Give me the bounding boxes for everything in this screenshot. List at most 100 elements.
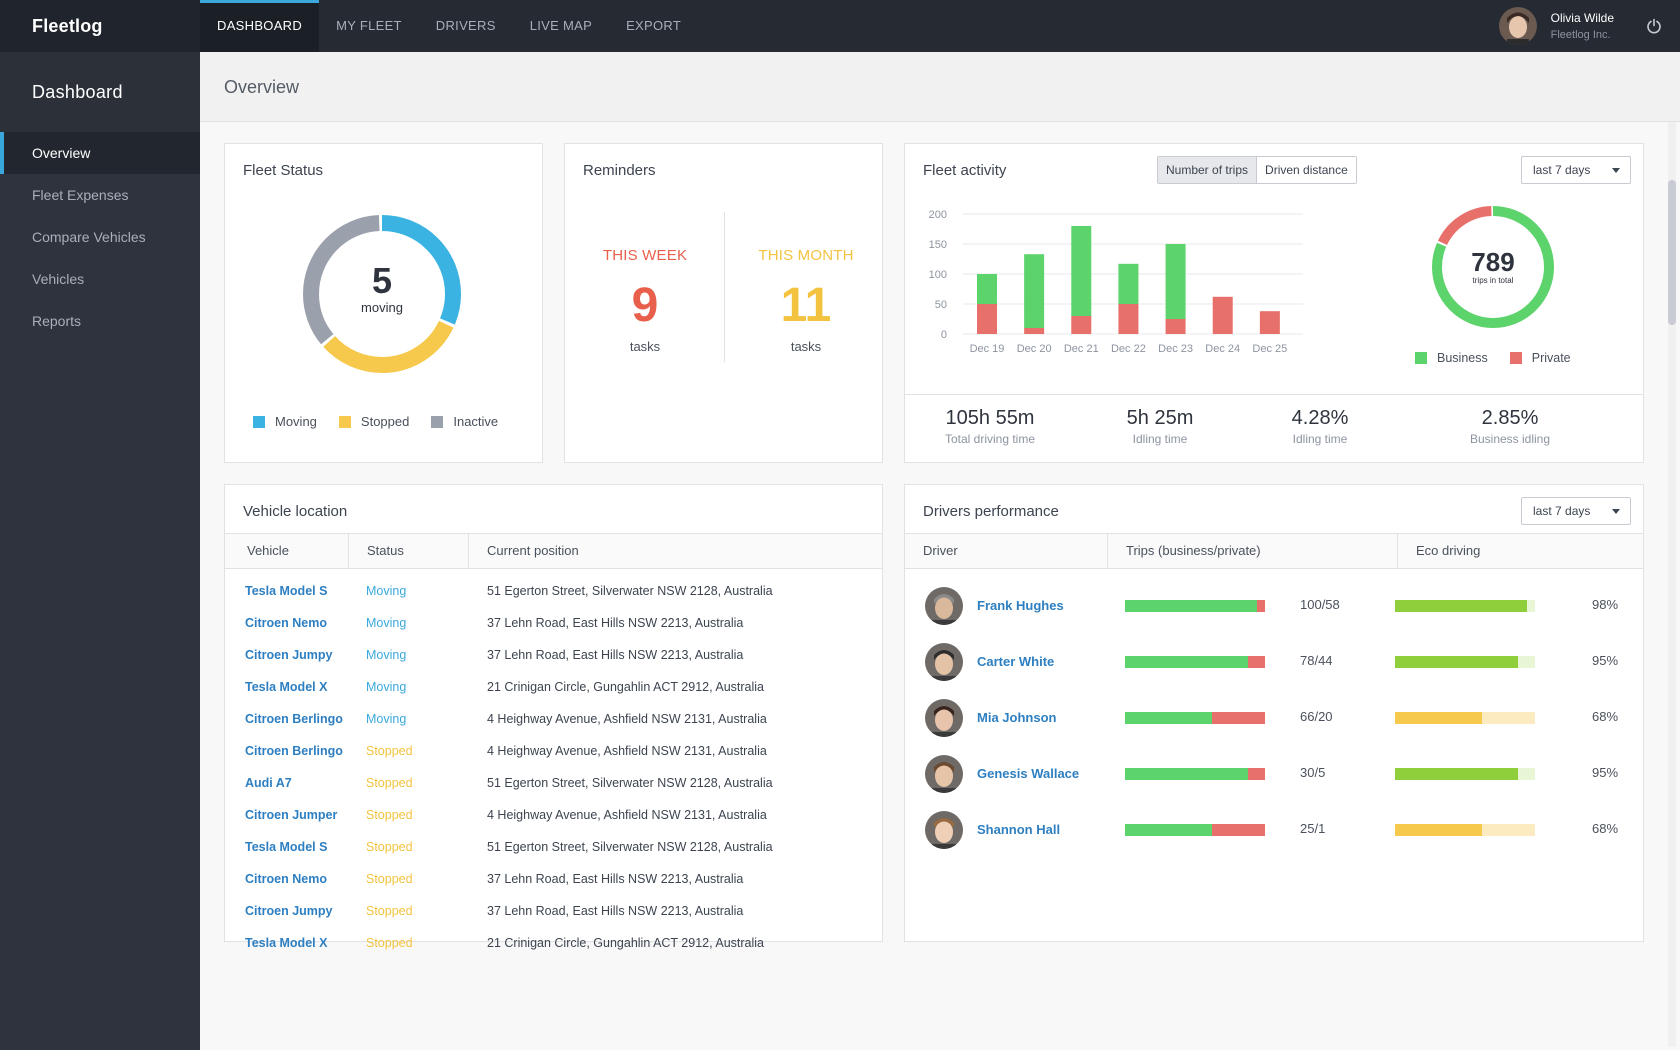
vehicle-position: 21 Crinigan Circle, Gungahlin ACT 2912, … <box>487 936 765 950</box>
user-avatar[interactable] <box>1498 7 1537 45</box>
sidebar-item-vehicles[interactable]: Vehicles <box>32 271 85 287</box>
vehicle-name-link[interactable]: Citroen Jumpy <box>245 648 333 662</box>
sidebar-item-reports[interactable]: Reports <box>32 313 82 329</box>
col-trips[interactable]: Trips (business/private) <box>1107 534 1397 568</box>
moving-count: 5 <box>371 260 393 301</box>
driver-avatar <box>925 587 963 625</box>
table-row[interactable]: Tesla Model X Moving 21 Crinigan Circle, G… <box>225 671 885 703</box>
nav-live-map[interactable]: LIVE MAP <box>529 18 593 33</box>
vehicle-position: 4 Heighway Avenue, Ashfield NSW 2131, Au… <box>487 808 767 822</box>
toggle-driven-distance[interactable]: Driven distance <box>1257 157 1356 183</box>
vehicle-status: Stopped <box>366 904 413 918</box>
bar-private-dec-25[interactable] <box>1259 311 1280 334</box>
table-row[interactable]: Shannon Hall 25/1 68% <box>905 802 1643 858</box>
driver-name-link[interactable]: Frank Hughes <box>977 598 1064 613</box>
driver-trips: 78/44 <box>1300 653 1333 668</box>
table-row[interactable]: Citroen Jumpy Moving 37 Lehn Road, East Hi… <box>225 639 885 671</box>
trips-total-label: trips in total <box>1472 276 1514 285</box>
donut-segment-stopped[interactable] <box>303 215 461 373</box>
fleet-activity-title: Fleet activity <box>923 162 1007 179</box>
donut-slice-business[interactable] <box>1432 206 1554 328</box>
vehicle-name-link[interactable]: Citroen Jumpy <box>245 904 333 918</box>
table-row[interactable]: Genesis Wallace 30/5 95% <box>905 746 1643 802</box>
user-menu[interactable]: Olivia Wilde Fleetlog Inc. <box>1498 0 1680 52</box>
bar-private-dec-24[interactable] <box>1212 296 1233 334</box>
sidebar-item-compare-vehicles[interactable]: Compare Vehicles <box>32 229 146 245</box>
vehicle-status: Moving <box>366 712 407 726</box>
table-row[interactable]: Frank Hughes 100/58 98% <box>905 578 1643 634</box>
bar-private-dec-21[interactable] <box>1071 316 1092 334</box>
bar-business-dec-19[interactable] <box>977 274 997 304</box>
donut-segment-moving[interactable] <box>303 215 461 373</box>
col-vehicle[interactable]: Vehicle <box>247 543 289 558</box>
bar-business-dec-22[interactable] <box>1118 263 1139 304</box>
driver-name-link[interactable]: Shannon Hall <box>977 822 1061 837</box>
legend-inactive: Inactive <box>431 414 498 429</box>
vehicle-status: Stopped <box>366 776 413 790</box>
bar-private-dec-22[interactable] <box>1118 304 1139 334</box>
table-row[interactable]: Citroen Berlingo Stopped 4 Heighway Avenue… <box>225 735 885 767</box>
vehicle-name-link[interactable]: Tesla Model X <box>245 680 328 694</box>
table-row[interactable]: Citroen Berlingo Moving 4 Heighway Avenue,… <box>225 703 885 735</box>
vehicle-name-link[interactable]: Citroen Berlingo <box>245 744 343 758</box>
vehicle-name-link[interactable]: Citroen Berlingo <box>245 712 343 726</box>
vehicle-name-link[interactable]: Tesla Model S <box>245 584 328 598</box>
nav-drivers[interactable]: DRIVERS <box>435 18 496 33</box>
reminders-this-month[interactable]: THIS MONTH 11 tasks <box>741 247 871 354</box>
vehicle-name-link[interactable]: Tesla Model X <box>245 936 328 950</box>
stat-idling-time: 5h 25m Idling time <box>1126 407 1194 446</box>
nav-export[interactable]: EXPORT <box>626 18 682 33</box>
driver-name-link[interactable]: Genesis Wallace <box>977 766 1080 781</box>
top-nav: DASHBOARD MY FLEET DRIVERS LIVE MAP EXPO… <box>200 0 698 52</box>
trips-bar-chart: 0 50 100 150 200 Dec 19 Dec 20 Dec 21 Dec 22 Dec … <box>929 209 1303 355</box>
table-row[interactable]: Citroen Nemo Stopped 37 Lehn Road, East Hi… <box>225 863 885 895</box>
bar-private-dec-19[interactable] <box>977 304 997 334</box>
table-row[interactable]: Citroen Jumpy Stopped 37 Lehn Road, East H… <box>225 895 885 927</box>
main-content: Overview Fleet Status 5 moving Moving St… <box>200 52 1680 1050</box>
legend-swatch <box>253 415 265 428</box>
vehicle-name-link[interactable]: Tesla Model S <box>245 840 328 854</box>
drivers-range-select[interactable]: last 7 days <box>1521 497 1631 525</box>
table-row[interactable]: Citroen Jumper Stopped 4 Heighway Avenue, … <box>225 799 885 831</box>
nav-dashboard[interactable]: DASHBOARD <box>200 0 320 52</box>
bar-private-dec-20[interactable] <box>1024 328 1045 334</box>
col-eco-driving[interactable]: Eco driving <box>1397 534 1637 568</box>
activity-range-select[interactable]: last 7 days <box>1521 156 1631 184</box>
scrollbar-track[interactable] <box>1668 122 1676 1047</box>
brand-logo[interactable]: Fleetlog <box>0 0 200 52</box>
scrollbar-thumb[interactable] <box>1668 180 1676 325</box>
nav-my-fleet[interactable]: MY FLEET <box>336 18 402 33</box>
fleet-activity-card: Fleet activity Number of trips Driven di… <box>904 143 1644 463</box>
table-row[interactable]: Audi A7 Stopped 51 Egerton Street, Silverw… <box>225 767 885 799</box>
table-row[interactable]: Carter White 78/44 95% <box>905 634 1643 690</box>
vehicle-name-link[interactable]: Citroen Nemo <box>245 872 327 886</box>
page-title: Overview <box>200 52 1680 122</box>
vehicle-name-link[interactable]: Citroen Nemo <box>245 616 327 630</box>
col-status[interactable]: Status <box>348 534 468 568</box>
table-row[interactable]: Tesla Model S Stopped 51 Egerton Street, S… <box>225 831 885 863</box>
this-month-label: THIS MONTH <box>758 247 854 264</box>
eco-bar-fill <box>1395 600 1527 612</box>
y-tick-label: 150 <box>929 239 947 251</box>
bar-business-dec-21[interactable] <box>1071 226 1092 316</box>
vehicle-name-link[interactable]: Citroen Jumper <box>245 808 338 822</box>
donut-segment-inactive[interactable] <box>303 215 461 373</box>
eco-bar-fill <box>1395 656 1518 668</box>
table-row[interactable]: Tesla Model S Moving 51 Egerton Street, Si… <box>225 575 885 607</box>
table-row[interactable]: Tesla Model X Stopped 21 Crinigan Circle, … <box>225 927 885 959</box>
bar-private-dec-23[interactable] <box>1165 319 1186 334</box>
vehicle-name-link[interactable]: Audi A7 <box>245 776 292 790</box>
col-current-position[interactable]: Current position <box>468 534 768 568</box>
table-row[interactable]: Citroen Nemo Moving 37 Lehn Road, East Hil… <box>225 607 885 639</box>
col-driver[interactable]: Driver <box>923 543 958 558</box>
driver-name-link[interactable]: Carter White <box>977 654 1055 669</box>
bar-business-dec-20[interactable] <box>1024 254 1045 328</box>
sidebar-item-overview[interactable]: Overview <box>0 132 200 174</box>
bar-business-dec-23[interactable] <box>1165 244 1186 319</box>
sidebar-item-fleet-expenses[interactable]: Fleet Expenses <box>32 187 129 203</box>
table-row[interactable]: Mia Johnson 66/20 68% <box>905 690 1643 746</box>
driver-name-link[interactable]: Mia Johnson <box>977 710 1057 725</box>
toggle-number-of-trips[interactable]: Number of trips <box>1158 157 1258 183</box>
power-button[interactable] <box>1628 0 1680 52</box>
reminders-this-week[interactable]: THIS WEEK 9 tasks <box>585 247 705 354</box>
